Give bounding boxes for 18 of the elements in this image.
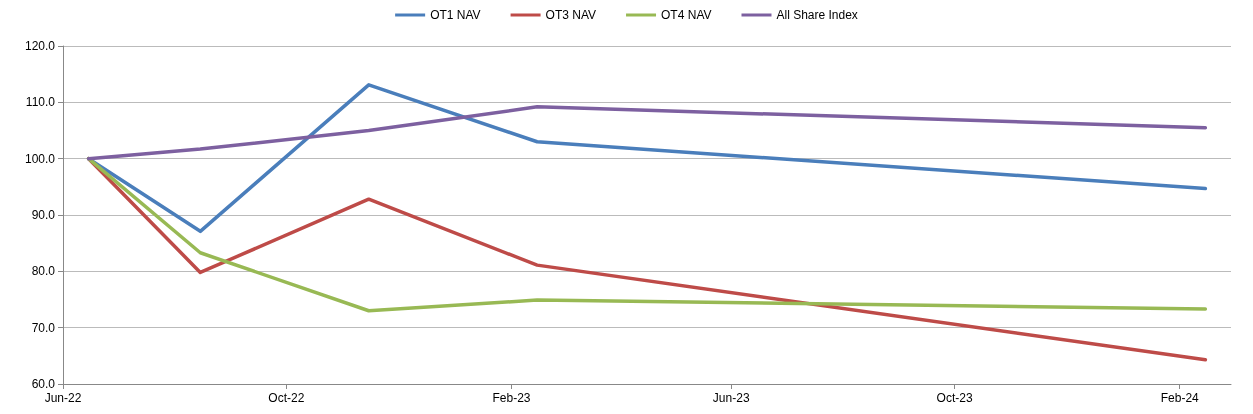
- y-tick-label: 80.0: [31, 264, 56, 279]
- legend-label: OT3 NAV: [545, 8, 597, 22]
- line-series: [86, 105, 1208, 161]
- legend-label: OT4 NAV: [661, 8, 712, 22]
- x-tick-label: Feb-23: [492, 391, 531, 405]
- y-tick-label: 110.0: [25, 95, 56, 110]
- y-tick-label: 120.0: [24, 39, 56, 53]
- x-tick-label: Jun-22: [44, 391, 82, 405]
- x-tick-label: Oct-23: [936, 391, 973, 405]
- legend-label: All Share Index: [776, 8, 858, 22]
- y-tick-label: 60.0: [31, 377, 56, 391]
- y-tick-label: 70.0: [31, 320, 56, 335]
- x-tick-label: Feb-24: [1160, 391, 1200, 405]
- y-tick-label: 100.0: [24, 151, 56, 166]
- x-tick-label: Oct-22: [268, 391, 305, 405]
- x-tick-label: Jun-23: [712, 391, 750, 405]
- legend-label: OT1 NAV: [430, 8, 481, 22]
- y-tick-label: 90.0: [31, 208, 56, 222]
